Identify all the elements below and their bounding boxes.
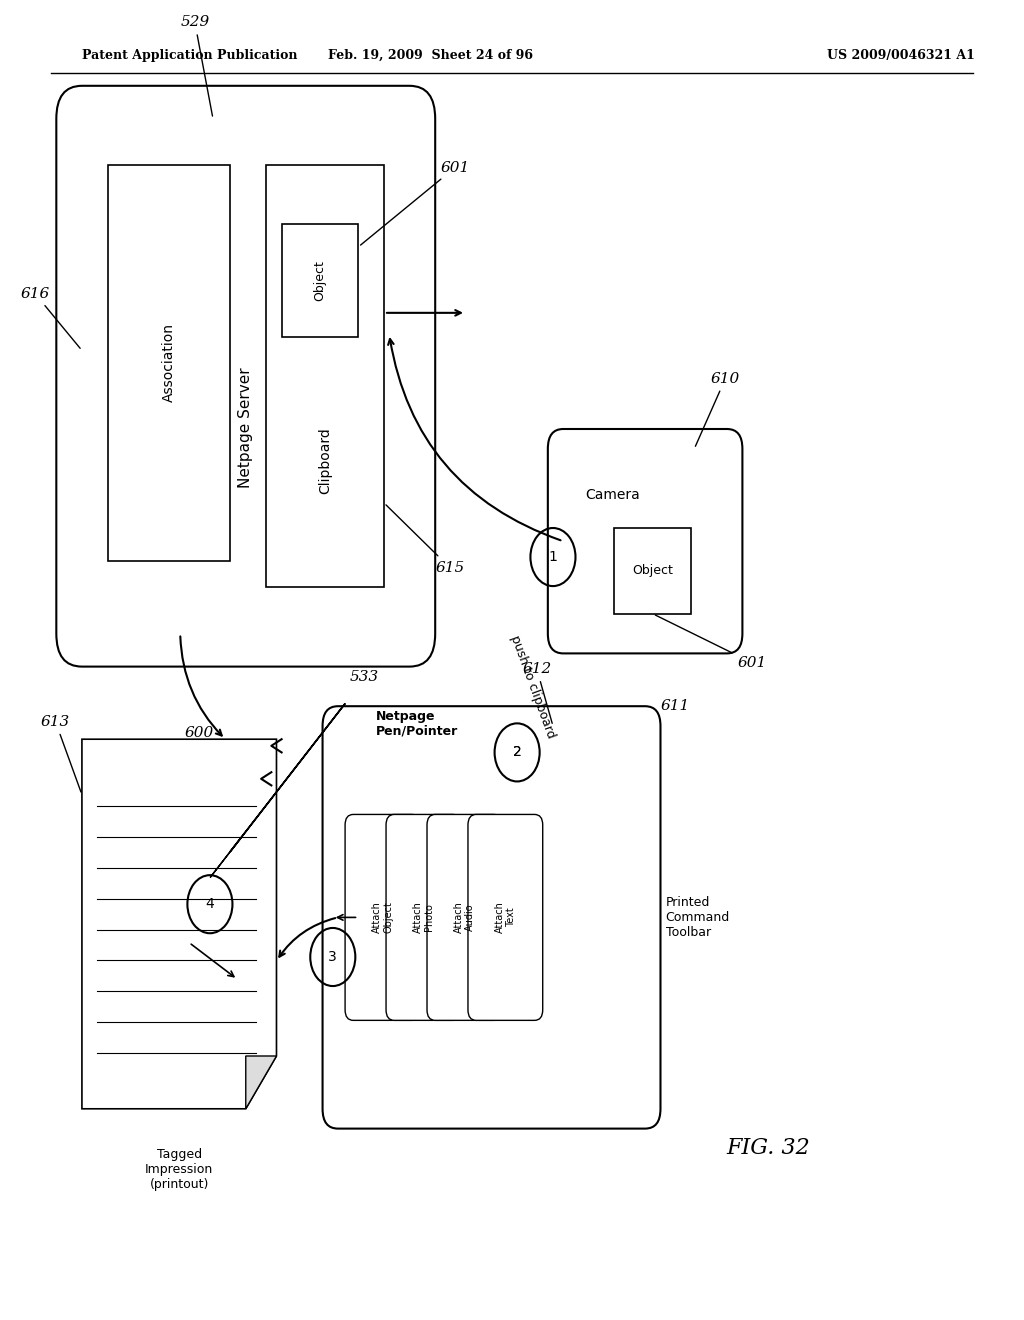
Text: 4: 4: [206, 898, 214, 911]
Text: Printed
Command
Toolbar: Printed Command Toolbar: [666, 896, 730, 939]
Text: push to clipboard: push to clipboard: [508, 634, 557, 739]
Polygon shape: [230, 704, 345, 851]
Text: Attach
Object: Attach Object: [372, 902, 393, 933]
FancyBboxPatch shape: [345, 814, 420, 1020]
FancyBboxPatch shape: [468, 814, 543, 1020]
Text: Attach
Text: Attach Text: [495, 902, 516, 933]
Text: 2: 2: [513, 746, 521, 759]
Text: 610: 610: [695, 372, 740, 446]
FancyBboxPatch shape: [427, 814, 502, 1020]
Text: Clipboard: Clipboard: [318, 428, 332, 494]
Text: Object: Object: [633, 565, 673, 577]
Text: Patent Application Publication: Patent Application Publication: [82, 49, 297, 62]
Text: 529: 529: [180, 16, 212, 116]
Text: 2: 2: [513, 746, 521, 759]
Text: US 2009/0046321 A1: US 2009/0046321 A1: [827, 49, 975, 62]
FancyBboxPatch shape: [548, 429, 742, 653]
Text: FIG. 32: FIG. 32: [726, 1138, 810, 1159]
Text: 601: 601: [360, 161, 470, 246]
Bar: [614, 528, 691, 614]
Bar: [282, 224, 358, 337]
Text: Association: Association: [162, 323, 176, 403]
Bar: [108, 165, 230, 561]
Text: 1: 1: [549, 550, 557, 564]
Text: Camera: Camera: [585, 488, 640, 502]
Text: Tagged
Impression
(printout): Tagged Impression (printout): [145, 1148, 213, 1192]
Text: 601: 601: [655, 615, 767, 669]
Text: 613: 613: [41, 715, 81, 792]
Text: Netpage
Pen/Pointer: Netpage Pen/Pointer: [376, 710, 458, 738]
FancyBboxPatch shape: [323, 706, 660, 1129]
Text: Attach
Photo: Attach Photo: [413, 902, 434, 933]
Polygon shape: [210, 838, 241, 878]
Text: Object: Object: [313, 260, 327, 301]
Text: 616: 616: [20, 286, 80, 348]
Text: 615: 615: [386, 504, 465, 574]
Polygon shape: [82, 739, 276, 1109]
Text: 612: 612: [522, 663, 552, 723]
Text: Feb. 19, 2009  Sheet 24 of 96: Feb. 19, 2009 Sheet 24 of 96: [328, 49, 532, 62]
FancyBboxPatch shape: [56, 86, 435, 667]
Text: 3: 3: [329, 950, 337, 964]
Text: Netpage Server: Netpage Server: [239, 367, 253, 488]
Text: Attach
Audio: Attach Audio: [454, 902, 475, 933]
Bar: [266, 165, 384, 587]
Text: 611: 611: [660, 698, 690, 713]
Text: 600: 600: [184, 726, 214, 739]
Polygon shape: [246, 1056, 276, 1109]
FancyBboxPatch shape: [386, 814, 461, 1020]
Text: 533: 533: [350, 671, 379, 684]
